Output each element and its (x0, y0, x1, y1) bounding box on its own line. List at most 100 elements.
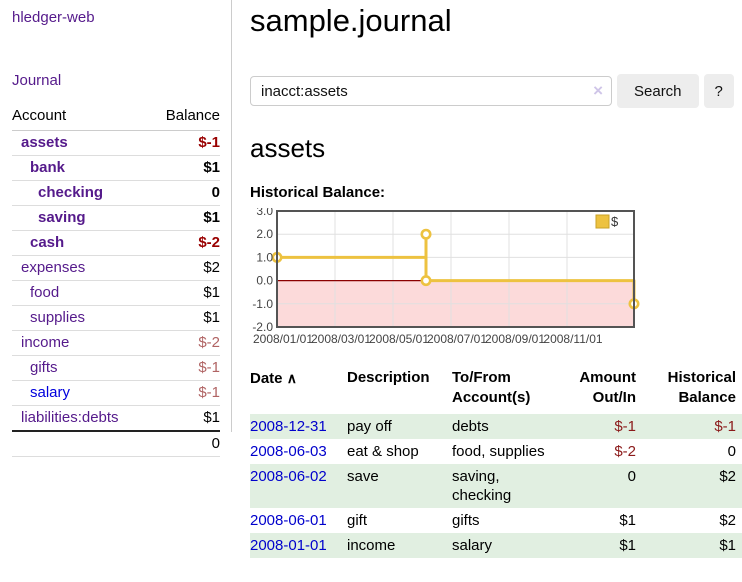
transaction-date-link[interactable]: 2008-12-31 (250, 418, 327, 435)
svg-text:0.0: 0.0 (256, 274, 273, 288)
svg-text:2008/03/01: 2008/03/01 (311, 332, 371, 346)
account-row-supplies: supplies $1 (12, 306, 220, 331)
transaction-accounts: saving, checking (452, 464, 557, 508)
transaction-accounts: debts (452, 414, 557, 439)
transaction-description: eat & shop (347, 443, 419, 460)
account-balance-table: Account Balance assets $-1 bank $1 check… (12, 104, 220, 457)
account-link-liabilities-debts[interactable]: liabilities:debts (21, 409, 119, 426)
register-row: 2008-06-01 gift gifts $1 $2 (250, 508, 742, 533)
search-button[interactable]: Search (617, 74, 699, 108)
chart-canvas: $ 3.0 2.0 1.0 0.0 -1.0 -2.0 2008/01/01 2… (252, 208, 640, 346)
account-total-row: 0 (12, 431, 220, 457)
transaction-date-link[interactable]: 2008-06-03 (250, 443, 327, 460)
account-row-gifts: gifts $-1 (12, 356, 220, 381)
chart-x-axis: 2008/01/01 2008/03/01 2008/05/01 2008/07… (253, 332, 603, 346)
account-balance: $-1 (198, 384, 220, 401)
transaction-date-link[interactable]: 2008-06-02 (250, 468, 327, 485)
account-link-cash[interactable]: cash (30, 234, 65, 251)
clear-search-icon[interactable]: × (593, 81, 603, 100)
column-header-account: Account (12, 104, 150, 131)
account-balance: 0 (211, 184, 220, 201)
transaction-balance: 0 (727, 443, 736, 460)
account-balance: $1 (203, 409, 220, 426)
search-form: × Search ? (250, 74, 742, 108)
account-row-bank: bank $1 (12, 156, 220, 181)
account-row-saving: saving $1 (12, 206, 220, 231)
accounts-total-balance: 0 (211, 435, 220, 452)
account-link-expenses[interactable]: expenses (21, 259, 86, 276)
account-link-bank[interactable]: bank (30, 159, 66, 176)
svg-text:2008/01/01: 2008/01/01 (253, 332, 313, 346)
account-row-expenses: expenses $2 (12, 256, 220, 281)
account-row-checking: checking 0 (12, 181, 220, 206)
sidebar-item-journal[interactable]: Journal (12, 72, 62, 89)
svg-text:-2.0: -2.0 (252, 320, 273, 334)
transaction-amount: 0 (557, 464, 642, 508)
account-row-cash: cash $-2 (12, 231, 220, 256)
account-balance: $-2 (198, 334, 220, 351)
account-balance: $-2 (198, 234, 220, 251)
register-row: 2008-06-03 eat & shop food, supplies $-2… (250, 439, 742, 464)
column-header-balance: Historical Balance (667, 369, 736, 406)
account-link-assets[interactable]: assets (21, 134, 68, 151)
account-balance: $1 (203, 284, 220, 301)
transaction-date-link[interactable]: 2008-06-01 (250, 512, 327, 529)
search-help-button[interactable]: ? (703, 74, 734, 108)
svg-text:2008/07/01: 2008/07/01 (427, 332, 487, 346)
column-header-description: Description (347, 369, 430, 386)
transaction-description: pay off (347, 414, 452, 439)
transaction-date-link[interactable]: 2008-01-01 (250, 537, 327, 554)
account-balance: $-1 (198, 134, 220, 151)
account-balance: $1 (203, 209, 220, 226)
transaction-accounts: salary (452, 533, 557, 558)
transaction-balance: $2 (719, 512, 736, 529)
register-table: Date ∧ Description To/From Account(s) Am… (250, 368, 742, 558)
chart-legend: $ (595, 214, 619, 229)
column-header-accounts: To/From Account(s) (452, 369, 531, 406)
transaction-amount: $-2 (614, 443, 636, 460)
account-link-food[interactable]: food (30, 284, 60, 301)
legend-label: $ (611, 214, 619, 229)
transaction-description: save (347, 464, 452, 508)
transaction-accounts: gifts (452, 512, 480, 529)
transaction-description: gift (347, 512, 368, 529)
account-balance: $1 (203, 159, 220, 176)
chart-y-axis: 3.0 2.0 1.0 0.0 -1.0 -2.0 (252, 208, 273, 334)
column-header-date[interactable]: Date ∧ (250, 370, 297, 387)
transaction-balance: $1 (642, 533, 742, 558)
account-link-income[interactable]: income (21, 334, 70, 351)
svg-text:2008/11/01: 2008/11/01 (543, 332, 602, 346)
transaction-balance: $-1 (642, 414, 742, 439)
sort-ascending-icon: ∧ (286, 370, 297, 386)
transaction-accounts: food, supplies (452, 443, 545, 460)
historical-balance-chart: $ 3.0 2.0 1.0 0.0 -1.0 -2.0 2008/01/01 2… (240, 208, 742, 350)
transaction-amount: $1 (619, 512, 636, 529)
account-row-food: food $1 (12, 281, 220, 306)
account-row-assets: assets $-1 (12, 131, 220, 156)
account-row-income: income $-2 (12, 331, 220, 356)
account-link-supplies[interactable]: supplies (30, 309, 86, 326)
sidebar: hledger-web Journal Account Balance asse… (0, 0, 232, 582)
svg-text:3.0: 3.0 (256, 208, 273, 218)
account-row-liabilities-debts: liabilities:debts $1 (12, 406, 220, 431)
svg-text:2008/05/01: 2008/05/01 (369, 332, 429, 346)
account-row-salary: salary $-1 (12, 381, 220, 406)
register-header-row: Date ∧ Description To/From Account(s) Am… (250, 368, 742, 414)
account-link-saving[interactable]: saving (38, 209, 86, 226)
svg-text:1.0: 1.0 (256, 250, 273, 264)
account-link-salary[interactable]: salary (30, 384, 71, 401)
register-row: 2008-06-02 save saving, checking 0 $2 (250, 464, 742, 508)
sidebar-divider (231, 0, 232, 432)
transaction-balance: $2 (642, 464, 742, 508)
transaction-amount: $1 (557, 533, 642, 558)
account-heading: assets (250, 133, 326, 163)
account-balance: $2 (203, 259, 220, 276)
brand-link[interactable]: hledger-web (12, 9, 95, 26)
register-row: 2008-01-01 income salary $1 $1 (250, 533, 742, 558)
chart-negative-region (278, 280, 633, 326)
account-link-gifts[interactable]: gifts (30, 359, 58, 376)
column-header-balance: Balance (149, 104, 220, 131)
search-input[interactable] (250, 76, 612, 106)
account-link-checking[interactable]: checking (38, 184, 104, 201)
